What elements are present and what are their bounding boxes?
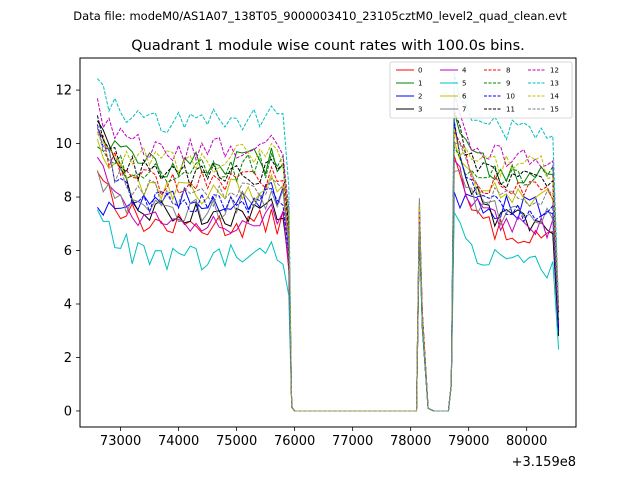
series-line-6 — [96, 138, 560, 412]
y-tick-label: 10 — [55, 137, 72, 152]
x-tick-label: 75000 — [216, 434, 257, 449]
legend-label-5: 5 — [462, 80, 466, 88]
legend-label-7: 7 — [462, 106, 466, 114]
series-line-11 — [96, 111, 560, 412]
legend-label-0: 0 — [418, 67, 422, 75]
plot-frame — [79, 57, 577, 428]
x-tick-label: 73000 — [100, 434, 141, 449]
x-tick-label: 77000 — [332, 434, 373, 449]
chart-title: Quadrant 1 module wise count rates with … — [131, 38, 525, 54]
series-line-1 — [96, 111, 560, 412]
series-line-15 — [96, 127, 560, 412]
x-tick-label: 78000 — [390, 434, 431, 449]
y-tick-label: 12 — [55, 84, 72, 99]
x-tick-label: 80000 — [506, 434, 547, 449]
legend-label-3: 3 — [418, 106, 422, 114]
legend-label-8: 8 — [506, 67, 510, 75]
legend-label-10: 10 — [506, 93, 515, 101]
x-offset-label: +3.159e8 — [512, 455, 576, 470]
series-line-5 — [96, 201, 560, 412]
legend-label-15: 15 — [550, 106, 559, 114]
series-line-13 — [97, 73, 560, 412]
y-tick-label: 2 — [64, 351, 72, 366]
x-tick-label: 79000 — [448, 434, 489, 449]
series-line-10 — [96, 120, 560, 412]
y-tick-label: 8 — [64, 191, 72, 206]
series-lines — [96, 73, 560, 412]
series-line-3 — [96, 120, 560, 412]
legend-label-1: 1 — [418, 80, 422, 88]
x-tick-label: 74000 — [158, 434, 199, 449]
legend-label-9: 9 — [506, 80, 510, 88]
y-tick-label: 0 — [64, 404, 72, 419]
y-tick-label: 4 — [64, 298, 72, 313]
legend-label-2: 2 — [418, 93, 422, 101]
series-line-12 — [96, 93, 560, 412]
x-tick-label: 76000 — [274, 434, 315, 449]
y-tick-label: 6 — [64, 244, 72, 259]
legend-label-14: 14 — [550, 93, 559, 101]
legend-label-4: 4 — [462, 67, 467, 75]
legend-label-6: 6 — [462, 93, 467, 101]
y-axis: 0 2 4 6 8 10 12 — [55, 84, 80, 419]
legend-box — [389, 61, 573, 119]
legend-label-12: 12 — [550, 67, 559, 75]
x-axis: 73000 74000 75000 76000 77000 78000 79000 80000 — [100, 427, 547, 449]
legend-label-13: 13 — [550, 80, 559, 88]
file-title: Data file: modeM0/AS1A07_138T05_90000034… — [73, 9, 567, 23]
series-line-9 — [97, 146, 560, 412]
legend-label-11: 11 — [506, 106, 515, 114]
